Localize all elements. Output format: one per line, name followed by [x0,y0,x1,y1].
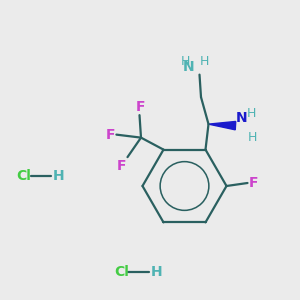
Text: N: N [236,111,248,125]
Text: H: H [248,131,257,144]
Text: F: F [106,128,116,142]
Text: H: H [151,265,162,278]
Text: Cl: Cl [16,169,32,182]
Polygon shape [208,122,236,130]
Text: H: H [200,55,210,68]
Text: Cl: Cl [114,265,129,278]
Text: F: F [135,100,145,114]
Text: H: H [180,55,190,68]
Text: F: F [249,176,259,190]
Text: F: F [117,159,127,172]
Text: H: H [53,169,65,182]
Text: N: N [182,60,194,74]
Text: H: H [247,107,256,120]
